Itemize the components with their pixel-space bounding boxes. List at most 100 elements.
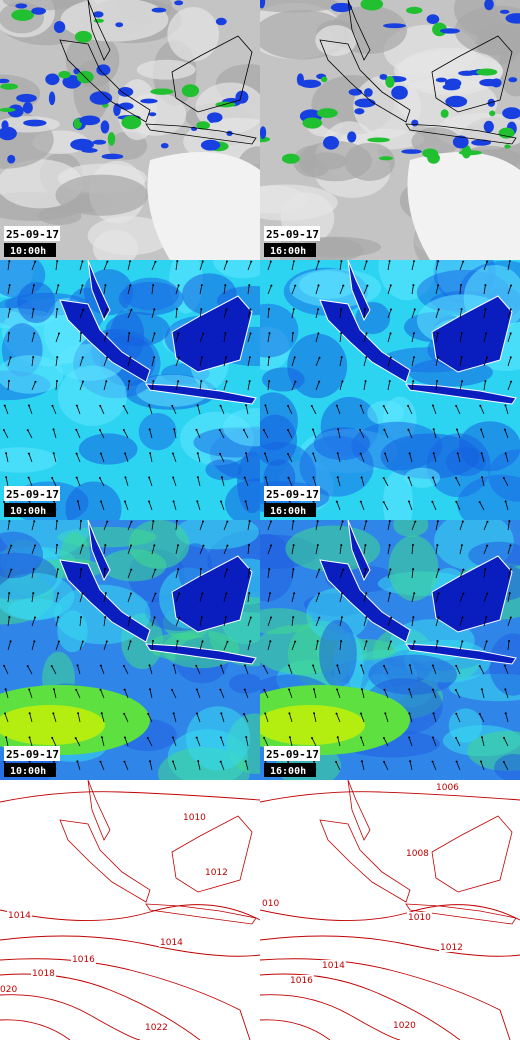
wind-arrow bbox=[411, 381, 414, 391]
wind-arrow bbox=[55, 309, 58, 319]
arrow-head bbox=[383, 688, 386, 691]
arrow-head bbox=[195, 664, 198, 667]
rain-cell bbox=[435, 77, 448, 83]
arrow-head bbox=[200, 380, 203, 383]
wind-arrow bbox=[223, 617, 227, 627]
wind-field bbox=[404, 467, 441, 488]
wind-arrow bbox=[31, 521, 35, 531]
wind-arrow bbox=[483, 381, 486, 391]
arrow-head bbox=[318, 356, 321, 359]
wind-arrow bbox=[435, 641, 438, 651]
wind-arrow bbox=[407, 405, 413, 415]
wind-arrow bbox=[149, 689, 153, 699]
wind-arrow bbox=[339, 521, 343, 531]
arrow-head bbox=[128, 380, 131, 383]
wind-arrow bbox=[103, 309, 108, 319]
wind-arrow bbox=[175, 309, 178, 319]
wind-arrow bbox=[432, 501, 437, 511]
wind-arrow bbox=[124, 689, 129, 699]
arrow-head bbox=[250, 260, 253, 263]
rain-cell bbox=[476, 68, 498, 76]
rain-cell bbox=[101, 153, 124, 160]
arrow-head bbox=[99, 664, 102, 667]
wind-field bbox=[185, 706, 251, 771]
wind-arrow bbox=[267, 333, 270, 343]
arrow-head bbox=[28, 712, 31, 715]
rain-cell bbox=[79, 115, 101, 126]
arrow-head bbox=[195, 712, 198, 715]
arrow-head bbox=[412, 356, 415, 359]
arrow-head bbox=[262, 429, 265, 432]
arrow-head bbox=[129, 260, 132, 263]
wind-arrow bbox=[315, 261, 320, 271]
arrow-head bbox=[200, 308, 203, 311]
time-label: 10:00h bbox=[10, 506, 46, 517]
arrow-head bbox=[248, 544, 251, 547]
arrow-head bbox=[382, 501, 385, 504]
map-panel: 25-09-17 10:00h bbox=[0, 520, 260, 780]
arrow-head bbox=[57, 616, 60, 619]
wind-arrow bbox=[53, 429, 57, 439]
arrow-head bbox=[58, 332, 61, 335]
arrow-head bbox=[176, 640, 179, 643]
arrow-head bbox=[152, 380, 155, 383]
cloud bbox=[260, 185, 307, 214]
rain-cell bbox=[385, 75, 395, 88]
arrow-head bbox=[287, 760, 290, 763]
wind-arrow bbox=[505, 453, 509, 463]
arrow-head bbox=[177, 284, 180, 287]
arrow-head bbox=[242, 429, 245, 432]
wind-arrow bbox=[175, 641, 178, 651]
arrow-head bbox=[432, 712, 435, 715]
arrow-head bbox=[503, 736, 506, 739]
wind-arrow bbox=[127, 569, 132, 579]
wind-arrow bbox=[459, 309, 462, 319]
wind-arrow bbox=[336, 405, 341, 415]
wind-arrow bbox=[363, 545, 366, 555]
arrow-head bbox=[10, 568, 13, 571]
wind-arrow bbox=[483, 593, 488, 603]
land bbox=[171, 295, 253, 373]
wind-arrow bbox=[31, 641, 35, 651]
wind-arrow bbox=[123, 429, 129, 439]
time-bg bbox=[4, 243, 56, 257]
wind-arrow bbox=[7, 521, 10, 531]
arrow-head bbox=[122, 664, 125, 667]
wind-arrow bbox=[433, 453, 437, 463]
wind-arrow bbox=[507, 569, 512, 579]
arrow-head bbox=[57, 640, 60, 643]
wind-arrow bbox=[291, 309, 295, 319]
time-bg bbox=[4, 763, 56, 777]
wind-arrow bbox=[480, 429, 485, 439]
wind-arrow bbox=[127, 593, 132, 603]
wind-arrow bbox=[339, 617, 343, 627]
wind-arrow bbox=[103, 569, 106, 579]
isobar-label-bg bbox=[407, 912, 432, 922]
wind-arrow bbox=[199, 641, 203, 651]
wind-arrow bbox=[459, 521, 464, 531]
arrow-head bbox=[56, 308, 59, 311]
arrow-head bbox=[195, 736, 198, 739]
arrow-head bbox=[431, 664, 434, 667]
isobar-label: 1012 bbox=[440, 943, 463, 953]
arrow-head bbox=[196, 476, 199, 479]
rain-cell bbox=[45, 73, 60, 86]
date-bg bbox=[264, 486, 320, 501]
wind-arrow bbox=[387, 333, 391, 343]
arrow-head bbox=[81, 260, 84, 263]
map-panel: 25-09-17 16:00h bbox=[260, 520, 520, 780]
arrow-head bbox=[460, 308, 463, 311]
arrow-head bbox=[503, 428, 506, 431]
wind-field bbox=[368, 654, 458, 695]
wind-arrow bbox=[223, 569, 228, 579]
wind-field bbox=[299, 435, 374, 497]
wind-arrow bbox=[151, 617, 155, 627]
rain-cell bbox=[148, 112, 157, 117]
arrow-head bbox=[81, 640, 84, 643]
wind-arrow bbox=[223, 309, 227, 319]
wind-arrow bbox=[411, 333, 415, 343]
arrow-head bbox=[147, 500, 150, 503]
wind-arrow bbox=[75, 737, 81, 747]
wind-arrow bbox=[148, 501, 153, 511]
cloud bbox=[411, 127, 461, 156]
